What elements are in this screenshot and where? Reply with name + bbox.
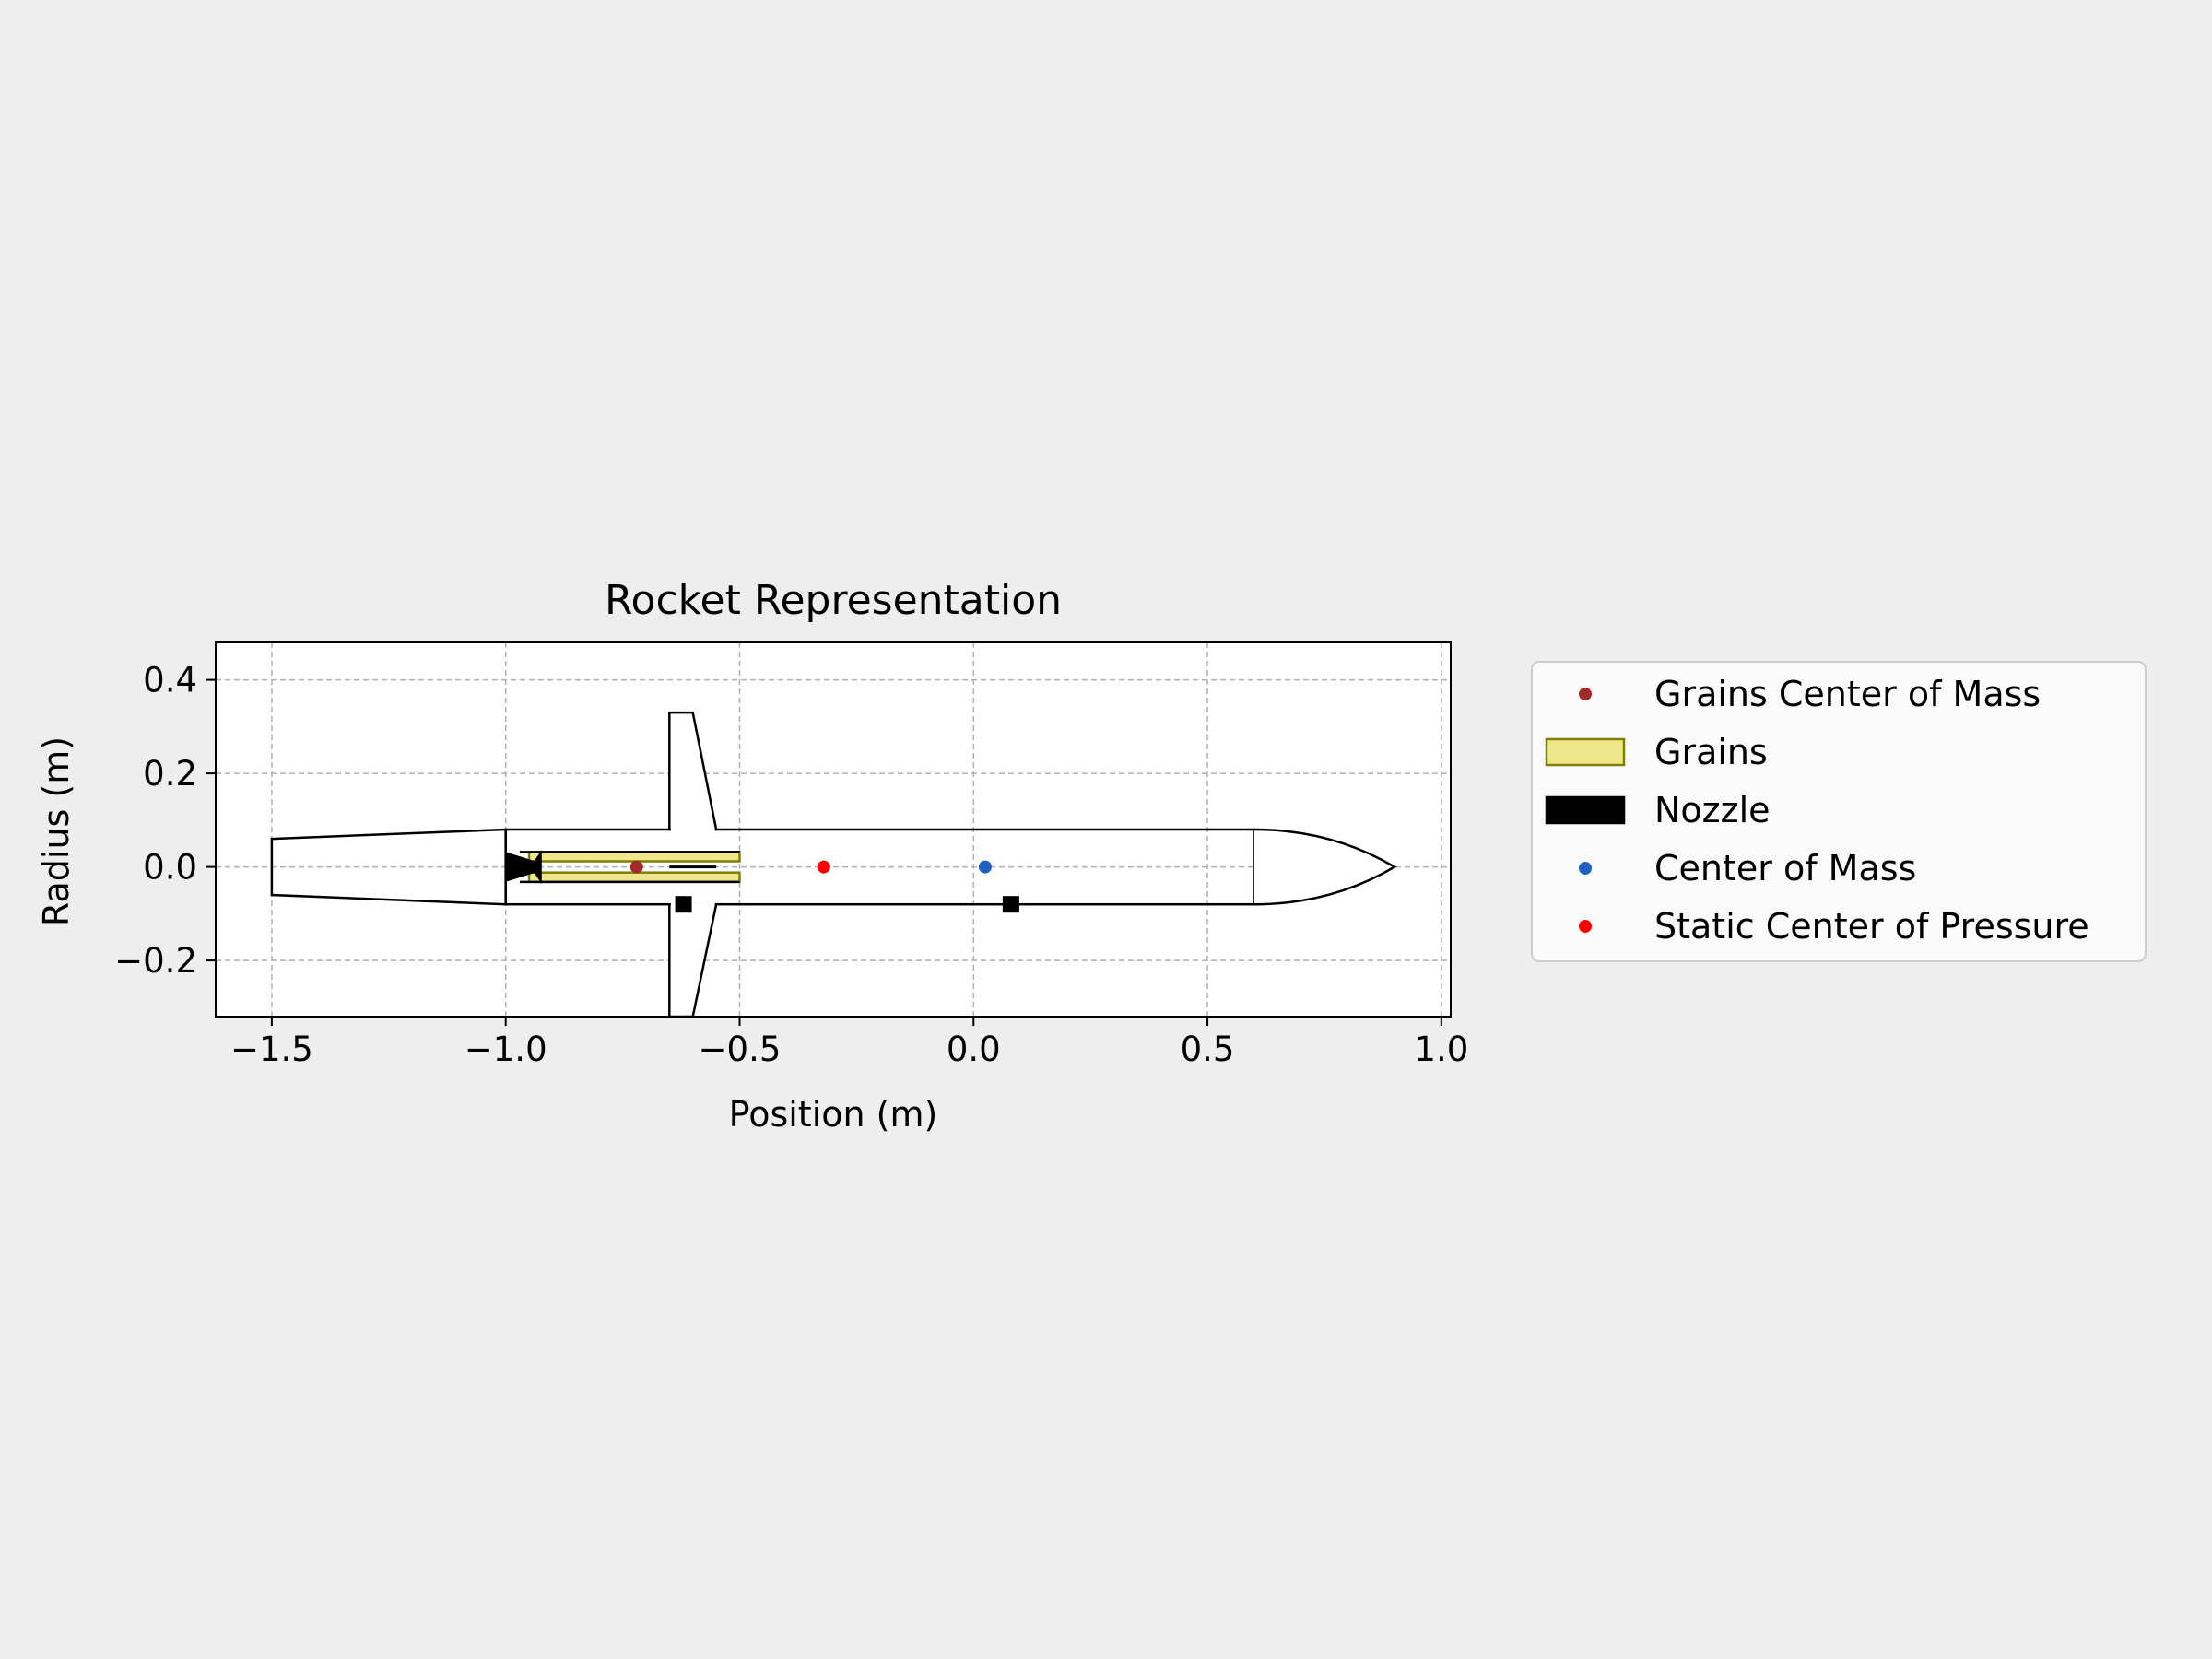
y-tick-label: 0.0 xyxy=(143,848,197,888)
y-tick-label: 0.4 xyxy=(143,661,197,700)
legend-label: Center of Mass xyxy=(1654,848,1916,888)
legend: Grains Center of Mass Grains Nozzle Center … xyxy=(1531,661,2147,962)
legend-marker-3 xyxy=(1579,862,1592,875)
center-of-mass-point xyxy=(978,860,992,874)
static-center-of-pressure-point xyxy=(817,860,830,874)
legend-patch-1 xyxy=(1545,737,1626,767)
rocket-shapes xyxy=(270,711,1397,1017)
legend-patch-2 xyxy=(1545,795,1626,825)
x-tick-label: −0.5 xyxy=(699,1030,782,1069)
legend-label: Grains xyxy=(1654,732,1768,772)
x-axis-label: Position (m) xyxy=(729,1094,938,1135)
rail-button xyxy=(675,896,692,913)
y-axis-label: Radius (m) xyxy=(36,736,76,926)
x-tick-label: 0.0 xyxy=(947,1030,1001,1069)
x-tick-label: −1.0 xyxy=(465,1030,547,1069)
legend-label: Nozzle xyxy=(1654,790,1771,830)
legend-label: Grains Center of Mass xyxy=(1654,674,2041,714)
legend-box xyxy=(1531,661,2147,962)
y-tick-label: −0.2 xyxy=(114,941,197,981)
chart-title: Rocket Representation xyxy=(605,577,1062,624)
y-tick-label: 0.2 xyxy=(143,754,197,794)
rail-button xyxy=(1002,896,1019,913)
legend-marker-4 xyxy=(1579,920,1592,933)
x-tick-label: −1.5 xyxy=(230,1030,313,1069)
nose-cone xyxy=(1253,828,1397,906)
legend-label: Static Center of Pressure xyxy=(1654,906,2089,947)
grain-upper xyxy=(527,851,741,863)
grain-lower xyxy=(527,871,741,884)
grains-center-of-mass-point xyxy=(629,860,643,874)
plot-area: −1.5 −1.0 −0.5 0.0 0.5 1.0 −0.2 0.0 0.2 0.4 xyxy=(114,641,1468,1069)
axes-frame xyxy=(215,641,1452,1018)
x-tick-label: 0.5 xyxy=(1181,1030,1235,1069)
legend-marker-0 xyxy=(1579,688,1592,700)
nozzle-divergent xyxy=(533,850,542,885)
x-tick-label: 1.0 xyxy=(1414,1030,1468,1069)
